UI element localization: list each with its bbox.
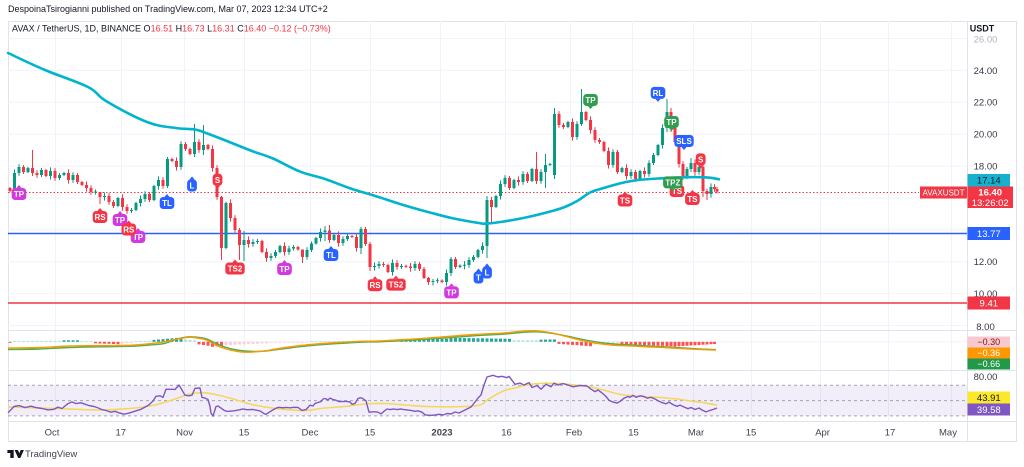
svg-text:TS2: TS2: [228, 265, 243, 274]
svg-text:TPZ: TPZ: [665, 178, 680, 187]
svg-text:L: L: [485, 269, 490, 278]
svg-text:10.00: 10.00: [974, 289, 998, 300]
svg-text:−0.36: −0.36: [977, 348, 1000, 358]
svg-text:AVAXUSDT: AVAXUSDT: [923, 189, 965, 198]
svg-text:8.00: 8.00: [976, 322, 995, 333]
svg-text:USDT: USDT: [970, 24, 995, 34]
svg-text:15: 15: [746, 428, 757, 439]
svg-text:TP: TP: [14, 190, 25, 199]
svg-text:TP: TP: [585, 96, 596, 105]
svg-text:TS: TS: [687, 195, 698, 204]
svg-text:TL: TL: [326, 251, 336, 260]
svg-text:39.58: 39.58: [977, 405, 1001, 416]
svg-text:18.00: 18.00: [974, 162, 998, 173]
svg-text:20.00: 20.00: [974, 130, 998, 141]
svg-text:16.40: 16.40: [978, 187, 1002, 198]
svg-text:TP: TP: [666, 118, 677, 127]
svg-text:T: T: [476, 274, 481, 283]
svg-text:24.00: 24.00: [974, 66, 998, 77]
svg-text:DespoinaTsirogianni published: DespoinaTsirogianni published on Trading…: [8, 4, 328, 14]
svg-text:17.14: 17.14: [977, 176, 1001, 187]
svg-text:2023: 2023: [431, 428, 452, 439]
svg-text:15: 15: [365, 428, 376, 439]
svg-text:Nov: Nov: [176, 428, 193, 439]
svg-text:22.00: 22.00: [974, 98, 998, 109]
svg-text:43.91: 43.91: [977, 393, 1001, 404]
svg-text:12.00: 12.00: [974, 257, 998, 268]
svg-text:17: 17: [116, 428, 127, 439]
svg-text:26.00: 26.00: [974, 35, 998, 46]
svg-text:17: 17: [885, 428, 896, 439]
svg-text:16: 16: [501, 428, 512, 439]
svg-text:9.41: 9.41: [980, 298, 999, 309]
svg-text:S: S: [698, 155, 704, 164]
svg-text:TS: TS: [620, 197, 631, 206]
svg-text:13:26:02: 13:26:02: [972, 198, 1009, 209]
svg-text:TP: TP: [133, 233, 144, 242]
svg-text:80.00: 80.00: [974, 372, 998, 383]
svg-text:−0.66: −0.66: [977, 359, 1000, 369]
svg-text:−0.30: −0.30: [977, 337, 1000, 347]
svg-text:L: L: [190, 182, 195, 191]
svg-text:TP: TP: [446, 288, 457, 297]
svg-text:May: May: [939, 428, 957, 439]
svg-text:RS: RS: [94, 213, 106, 222]
svg-text:15: 15: [239, 428, 250, 439]
svg-text:13.77: 13.77: [977, 229, 1001, 240]
svg-text:S: S: [215, 176, 221, 185]
svg-text:RS: RS: [369, 281, 381, 290]
svg-text:Mar: Mar: [688, 428, 704, 439]
svg-text:Dec: Dec: [302, 428, 319, 439]
svg-text:Feb: Feb: [566, 428, 582, 439]
svg-text:RL: RL: [653, 89, 664, 98]
svg-text:TS: TS: [672, 187, 683, 196]
svg-text:TP: TP: [115, 216, 126, 225]
svg-text:Oct: Oct: [45, 428, 60, 439]
svg-text:TS2: TS2: [389, 281, 404, 290]
svg-text:SLS: SLS: [676, 137, 692, 146]
svg-text:15: 15: [628, 428, 639, 439]
svg-text:TP: TP: [279, 265, 290, 274]
svg-text:TradingView: TradingView: [25, 449, 77, 460]
svg-text:RS: RS: [123, 226, 135, 235]
svg-text:Apr: Apr: [815, 428, 830, 439]
svg-text:TL: TL: [162, 199, 172, 208]
svg-text:AVAX / TetherUS, 1D, BINANCE: AVAX / TetherUS, 1D, BINANCE O16.51 H16.…: [12, 24, 331, 34]
